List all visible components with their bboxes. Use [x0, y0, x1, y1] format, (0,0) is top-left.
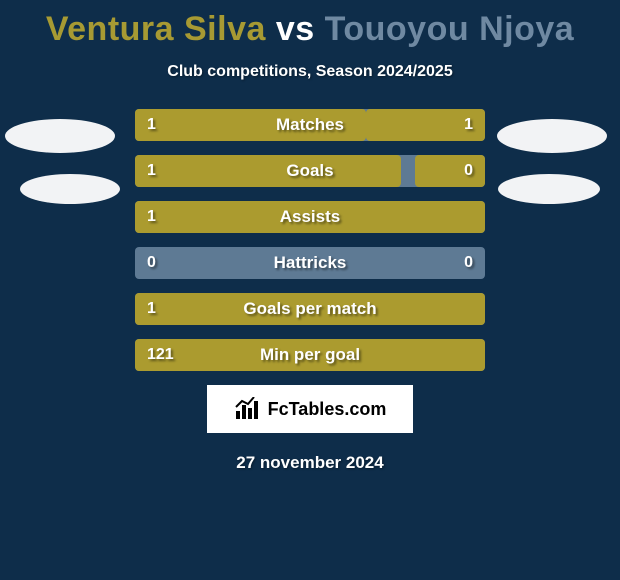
stats-chart: Matches11 Goals10 Assists1 Hattricks00 Goals…	[0, 109, 620, 371]
subtitle: Club competitions, Season 2024/2025	[0, 63, 620, 81]
stat-row: Goals10	[135, 155, 485, 187]
bar-left-fill	[135, 155, 401, 187]
bar-background	[135, 247, 485, 279]
comparison-title: Ventura Silva vs Touoyou Njoya	[0, 0, 620, 49]
stat-row: Matches11	[135, 109, 485, 141]
bar-left-fill	[135, 293, 485, 325]
stat-row: Hattricks00	[135, 247, 485, 279]
stat-row: Assists1	[135, 201, 485, 233]
stat-row: Min per goal121	[135, 339, 485, 371]
bar-left-fill	[135, 201, 485, 233]
player1-name: Ventura Silva	[46, 10, 266, 48]
fctables-logo: FcTables.com	[207, 385, 413, 433]
bar-left-fill	[135, 109, 366, 141]
chart-icon	[234, 397, 262, 421]
bar-right-fill	[366, 109, 485, 141]
logo-text: FcTables.com	[268, 399, 387, 420]
stat-row: Goals per match1	[135, 293, 485, 325]
bar-right-fill	[415, 155, 485, 187]
date: 27 november 2024	[0, 453, 620, 473]
bar-left-fill	[135, 339, 485, 371]
vs-text: vs	[276, 10, 315, 48]
player2-name: Touoyou Njoya	[325, 10, 575, 48]
